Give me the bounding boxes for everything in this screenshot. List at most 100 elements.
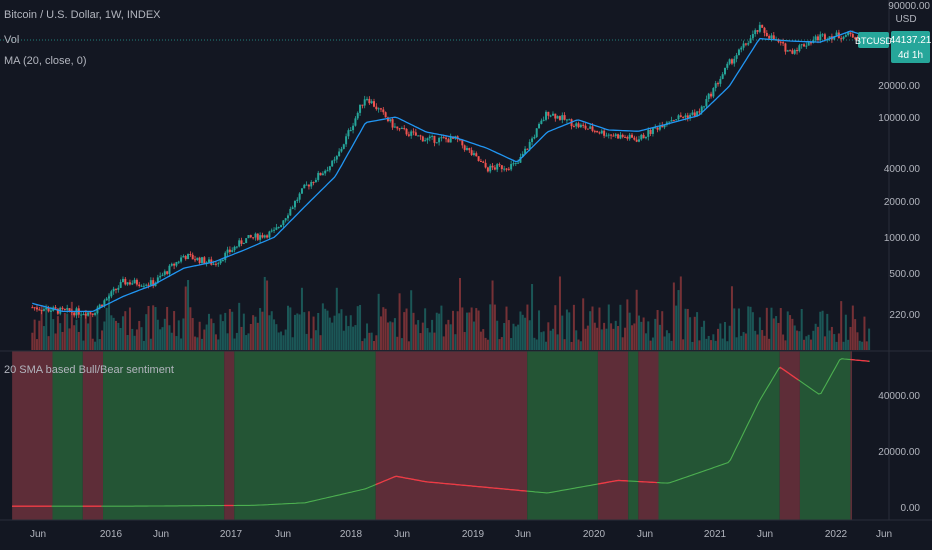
candle-body <box>161 274 164 276</box>
volume-bar <box>617 326 620 350</box>
sentiment-region-bear <box>375 351 528 520</box>
volume-bar <box>459 277 462 350</box>
candle-body <box>579 124 582 128</box>
candle-body <box>707 93 710 100</box>
volume-bar <box>114 320 117 350</box>
candle-body <box>391 119 394 128</box>
ma-legend[interactable]: MA (20, close, 0) <box>4 55 87 67</box>
volume-bar <box>47 336 50 350</box>
candle-body <box>340 148 343 152</box>
candle-body <box>363 99 366 106</box>
candle-body <box>663 124 666 128</box>
candle-body <box>303 184 306 189</box>
volume-bar <box>540 332 543 350</box>
candle-body <box>421 136 424 142</box>
volume-bar <box>266 280 269 350</box>
volume-bar <box>503 323 506 350</box>
volume-bar <box>261 311 264 350</box>
volume-bar <box>589 311 592 350</box>
volume-bar <box>359 304 362 350</box>
volume-bar <box>628 312 631 350</box>
candle-body <box>314 179 317 183</box>
last-price-tag[interactable] <box>891 31 930 63</box>
candle-body <box>305 184 308 186</box>
candle-body <box>779 41 782 43</box>
volume-bar <box>128 307 131 350</box>
indicator-legend[interactable]: 20 SMA based Bull/Bear sentiment <box>4 364 174 376</box>
indicator-tick: 20000.00 <box>878 447 920 458</box>
volume-bar <box>249 323 252 350</box>
volume-legend[interactable]: Vol <box>4 34 20 46</box>
candle-body <box>498 164 501 166</box>
candle-body <box>503 168 506 170</box>
volume-bar <box>335 287 338 350</box>
candle-body <box>684 115 687 118</box>
candle-body <box>354 118 357 126</box>
volume-bar <box>210 318 213 350</box>
candle-body <box>528 141 531 149</box>
volume-bar <box>184 286 187 350</box>
candle-body <box>563 115 566 120</box>
candle-body <box>428 136 431 139</box>
time-label: Jun <box>394 529 410 540</box>
volume-bar <box>510 338 513 350</box>
price-tick: 2000.00 <box>884 197 921 208</box>
volume-bar <box>635 289 638 350</box>
sentiment-region-bear <box>82 351 104 520</box>
candle-body <box>335 156 338 160</box>
candle-body <box>600 130 603 134</box>
candle-body <box>419 135 422 137</box>
volume-bar <box>382 307 385 350</box>
volume-bar <box>647 321 650 350</box>
sentiment-region-bear <box>779 351 800 520</box>
volume-bar <box>94 341 97 350</box>
candle-body <box>582 124 585 126</box>
volume-bar <box>284 329 287 350</box>
volume-bar <box>856 332 859 350</box>
volume-bar <box>493 304 496 350</box>
volume-bar <box>240 326 243 350</box>
volume-bar <box>765 307 768 350</box>
candle-body <box>396 126 399 129</box>
volume-bar <box>196 337 199 350</box>
volume-bar <box>75 319 78 350</box>
candle-body <box>489 165 492 172</box>
chart-title[interactable]: Bitcoin / U.S. Dollar, 1W, INDEX <box>4 9 161 21</box>
candle-body <box>386 117 389 122</box>
volume-bar <box>714 340 717 350</box>
candle-body <box>54 307 57 309</box>
price-tick: 220.00 <box>889 310 920 321</box>
volume-bar <box>103 321 106 350</box>
volume-bar <box>142 340 145 350</box>
volume-bar <box>584 328 587 350</box>
candle-body <box>263 235 266 238</box>
volume-bar <box>96 306 99 350</box>
volume-bar <box>38 320 41 350</box>
candle-body <box>726 63 729 68</box>
volume-bar <box>521 314 524 350</box>
candle-body <box>342 144 345 149</box>
volume-bar <box>686 308 689 350</box>
volume-bar <box>233 338 236 350</box>
volume-bar <box>82 340 85 350</box>
volume-bar <box>154 307 157 350</box>
candle-body <box>765 32 768 37</box>
time-label: Jun <box>30 529 46 540</box>
price-tick: 4000.00 <box>884 164 921 175</box>
candle-body <box>98 304 101 309</box>
volume-bar <box>396 336 399 350</box>
volume-bar <box>475 308 478 350</box>
candle-body <box>40 310 43 312</box>
symbol-tag[interactable] <box>858 32 889 48</box>
volume-bar <box>175 336 178 350</box>
volume-bar <box>242 313 245 350</box>
candle-body <box>733 58 736 64</box>
candle-body <box>184 256 187 260</box>
candle-body <box>851 34 854 38</box>
volume-bar <box>319 335 322 350</box>
volume-bar <box>207 313 210 350</box>
candle-body <box>217 263 220 265</box>
volume-bar <box>221 321 224 350</box>
volume-bar <box>440 305 443 350</box>
